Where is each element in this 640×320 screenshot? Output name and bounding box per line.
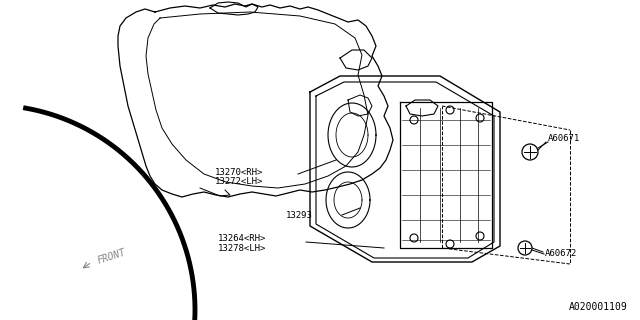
Text: A020001109: A020001109 <box>569 302 628 312</box>
Text: A60672: A60672 <box>545 250 577 259</box>
Text: 13270<RH>: 13270<RH> <box>215 167 264 177</box>
Text: 13293: 13293 <box>286 211 313 220</box>
Text: 13278<LH>: 13278<LH> <box>218 244 266 252</box>
Text: 13272<LH>: 13272<LH> <box>215 177 264 186</box>
Text: FRONT: FRONT <box>96 247 127 266</box>
Text: A60671: A60671 <box>548 133 580 142</box>
Text: 13264<RH>: 13264<RH> <box>218 234 266 243</box>
